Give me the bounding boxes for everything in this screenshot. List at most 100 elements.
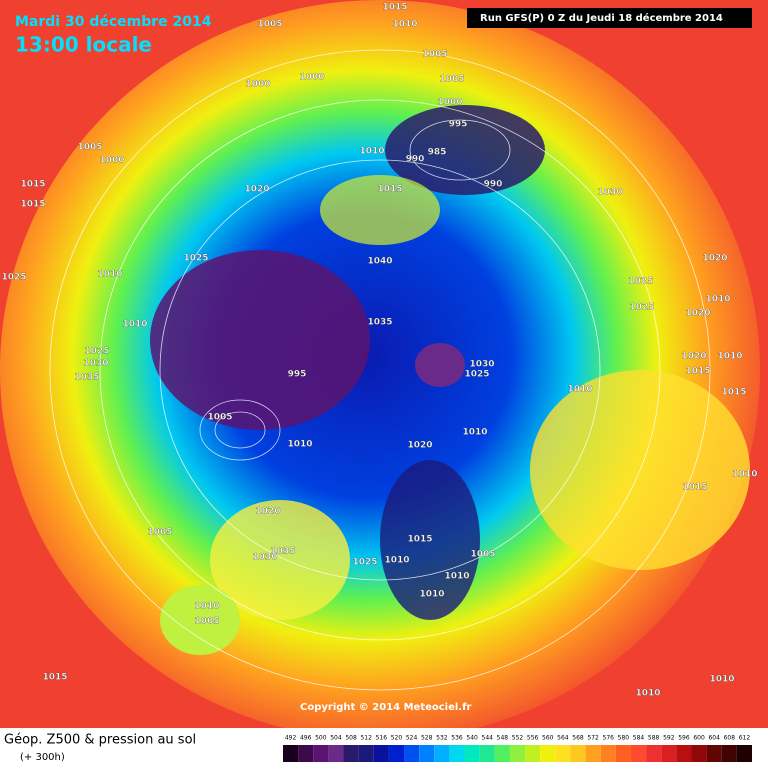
isobar-label: 1010 <box>444 572 469 582</box>
date: Mardi 30 décembre 2014 <box>15 14 212 30</box>
run: Run GFS(P) 0 Z du Jeudi 18 décembre 2014 <box>480 12 723 24</box>
isobar-label: 1020 <box>407 441 432 451</box>
colorbar-swatch <box>373 745 389 762</box>
colorbar-swatch <box>736 745 752 762</box>
colorbar-swatch <box>615 745 631 762</box>
colorbar-label: 532 <box>436 735 448 742</box>
colorbar-swatch <box>419 745 435 762</box>
colorbar-label: 588 <box>648 735 660 742</box>
isobar-label: 1010 <box>392 20 417 30</box>
isobar-label: 1020 <box>685 309 710 319</box>
isobar-label: 1025 <box>628 277 653 287</box>
colorbar-label: 564 <box>557 735 569 742</box>
isobar-label: 1030 <box>597 188 622 198</box>
colorbar-swatch <box>449 745 465 762</box>
isobar-label: 1030 <box>83 359 108 369</box>
colorbar-label: 600 <box>693 735 705 742</box>
isobar-label: 1005 <box>207 413 232 423</box>
colorbar-swatch <box>298 745 314 762</box>
isobar-label: 1005 <box>422 50 447 60</box>
trough <box>415 343 465 387</box>
colorbar-label: 612 <box>739 735 751 742</box>
isobar-label: 1005 <box>194 617 219 627</box>
colorbar-swatch <box>343 745 359 762</box>
isobar-label: 1025 <box>629 303 654 313</box>
isobar-label: 1010 <box>122 320 147 330</box>
isobar-label: 1000 <box>299 73 324 83</box>
colorbar-swatch <box>525 745 541 762</box>
isobar-label: 1010 <box>567 385 592 395</box>
colorbar-label: 608 <box>724 735 736 742</box>
isobar-label: 1025 <box>464 370 489 380</box>
colorbar-swatch <box>494 745 510 762</box>
colorbar-label: 512 <box>360 735 372 742</box>
isobar-label: 1010 <box>462 428 487 438</box>
time: 13:00 locale <box>15 33 152 57</box>
isobar-label: 995 <box>449 120 468 130</box>
isobar-label: 1015 <box>42 673 67 683</box>
isobar-label: 1015 <box>721 388 746 398</box>
colorbar-swatch <box>706 745 722 762</box>
isobar-label: 995 <box>288 370 307 380</box>
colorbar-label: 556 <box>527 735 539 742</box>
colorbar-label: 536 <box>451 735 463 742</box>
isobar-label: 1005 <box>439 75 464 85</box>
isobar-label: 1035 <box>367 318 392 328</box>
isobar-label: 1010 <box>717 352 742 362</box>
isobar-label: 985 <box>428 148 447 158</box>
isobar-label: 1015 <box>682 483 707 493</box>
isobar-label: 1005 <box>470 550 495 560</box>
height-field <box>0 0 760 740</box>
colorbar-swatch <box>328 745 344 762</box>
colorbar-swatch <box>388 745 405 762</box>
colorbar-swatch <box>313 745 329 762</box>
isobar-label: 1025 <box>84 347 109 357</box>
isobar-label: 1000 <box>245 80 270 90</box>
colorbar-label: 544 <box>482 735 494 742</box>
colorbar-label: 492 <box>285 735 297 742</box>
copyright: Copyright © 2014 Meteociel.fr <box>300 702 471 713</box>
colorbar-label: 540 <box>466 735 478 742</box>
isobar-label: 1010 <box>194 602 219 612</box>
colorbar-label: 520 <box>391 735 403 742</box>
colorbar-swatch <box>691 745 707 762</box>
isobar-label: 1010 <box>732 470 757 480</box>
isobar-label: 1015 <box>685 367 710 377</box>
run-box <box>467 8 752 28</box>
trough <box>380 460 480 620</box>
isobar-lines <box>49 49 711 691</box>
trough <box>385 105 545 195</box>
isobar-label: 1040 <box>367 257 392 267</box>
isobar-label: 1005 <box>257 20 282 30</box>
colorbar-swatch <box>540 745 556 762</box>
colorbar-swatch <box>479 745 495 762</box>
isobar-label: 1015 <box>20 200 45 210</box>
isobar-label: 1010 <box>97 270 122 280</box>
colorbar-label: 568 <box>572 735 584 742</box>
ridge <box>210 500 350 620</box>
colorbar-swatch <box>283 745 299 762</box>
isobar-label: 1010 <box>359 147 384 157</box>
colorbar-label: 596 <box>678 735 690 742</box>
isobar-label: 1000 <box>437 98 462 108</box>
colorbar-label: 560 <box>542 735 554 742</box>
legend-title: Géop. Z500 & pression au sol <box>4 733 196 748</box>
colorbar-label: 528 <box>421 735 433 742</box>
isobar-label: 1010 <box>287 440 312 450</box>
colorbar-label: 508 <box>345 735 357 742</box>
legend-subtitle: (+ 300h) <box>20 752 65 763</box>
colorbar-label: 516 <box>376 735 388 742</box>
isobar-label: 1010 <box>709 675 734 685</box>
isobar-label: 1005 <box>77 143 102 153</box>
colorbar-swatch <box>570 745 586 762</box>
isobar-label: 1015 <box>382 3 407 13</box>
isobar-label: 1030 <box>469 360 494 370</box>
isobar-labels: 1015 1010 1005 1005 1005 1000 1000 1000 995 990 98… <box>1 2 757 698</box>
isobar-label: 1010 <box>384 556 409 566</box>
colorbar: 492 496 500 504 508 512 516 520 524 528 532 536 540 5… <box>283 735 752 762</box>
isobar-label: 1010 <box>419 590 444 600</box>
isobar-label: 1015 <box>377 185 402 195</box>
colorbar-swatch <box>404 745 420 762</box>
isobar-label: 990 <box>484 180 503 190</box>
